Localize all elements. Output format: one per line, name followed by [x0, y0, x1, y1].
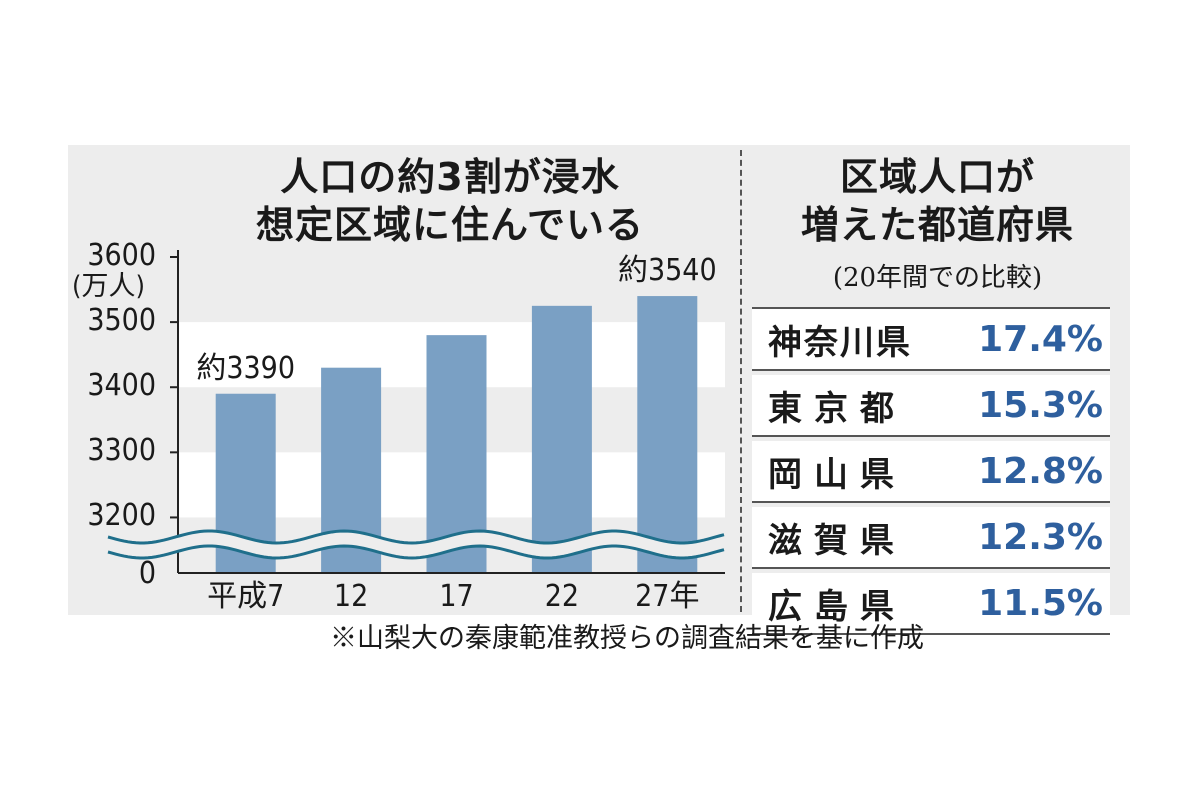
bar-4: [637, 296, 698, 572]
y-tick-label: 3300: [87, 433, 156, 469]
panel-divider: [740, 150, 742, 612]
axis-break-wave: [107, 544, 725, 560]
y-tick-label: 3500: [87, 303, 156, 339]
prefecture-name: 神奈川県: [768, 322, 912, 363]
ranking-table: 神奈川県 17.4% 東京都 15.3% 岡山県 12.8% 滋賀県 12.3% 広島県 11.5…: [752, 307, 1110, 639]
axis-break-wave: [107, 529, 725, 545]
ranking-row: 東京都 15.3%: [752, 375, 1110, 437]
y-tick-label: 3400: [87, 368, 156, 404]
x-tick-label: 22: [544, 579, 580, 614]
growth-rate: 17.4%: [978, 318, 1103, 360]
data-label: 約3390: [196, 350, 296, 386]
prefecture-name: 東京都: [768, 388, 906, 429]
growth-rate: 12.8%: [978, 450, 1103, 492]
ranking-row: 広島県 11.5%: [752, 573, 1110, 635]
axis-break-band: [108, 531, 726, 558]
prefecture-name: 滋賀県: [768, 520, 906, 561]
growth-rate: 12.3%: [978, 516, 1103, 558]
chart-title: 人口の約3割が浸水 想定区域に住んでいる: [255, 155, 645, 247]
prefecture-name: 岡山県: [768, 454, 906, 495]
y-tick-label: 0: [138, 556, 156, 591]
x-tick-label: 17: [439, 579, 474, 614]
prefecture-name: 広島県: [768, 586, 906, 627]
ranking-row: 神奈川県 17.4%: [752, 309, 1110, 371]
bar-3: [531, 305, 592, 572]
ranking-title: 区域人口が 増えた都道府県: [800, 155, 1074, 247]
ranking-row: 岡山県 12.8%: [752, 441, 1110, 503]
ranking-subtitle: (20年間での比較): [832, 263, 1043, 293]
ranking-row: 滋賀県 12.3%: [752, 507, 1110, 569]
growth-rate: 15.3%: [978, 384, 1103, 426]
growth-rate: 11.5%: [978, 582, 1103, 624]
x-tick-label: 27年: [635, 579, 700, 614]
x-tick-label: 平成7: [207, 579, 285, 614]
source-note: ※山梨大の秦康範准教授らの調査結果を基に作成: [330, 623, 924, 654]
y-axis-label: (万人): [72, 271, 145, 302]
y-tick-label: 3600: [87, 238, 156, 273]
x-tick-label: 12: [333, 579, 369, 614]
y-tick-label: 3200: [87, 498, 156, 534]
data-label: 約3540: [617, 253, 717, 289]
